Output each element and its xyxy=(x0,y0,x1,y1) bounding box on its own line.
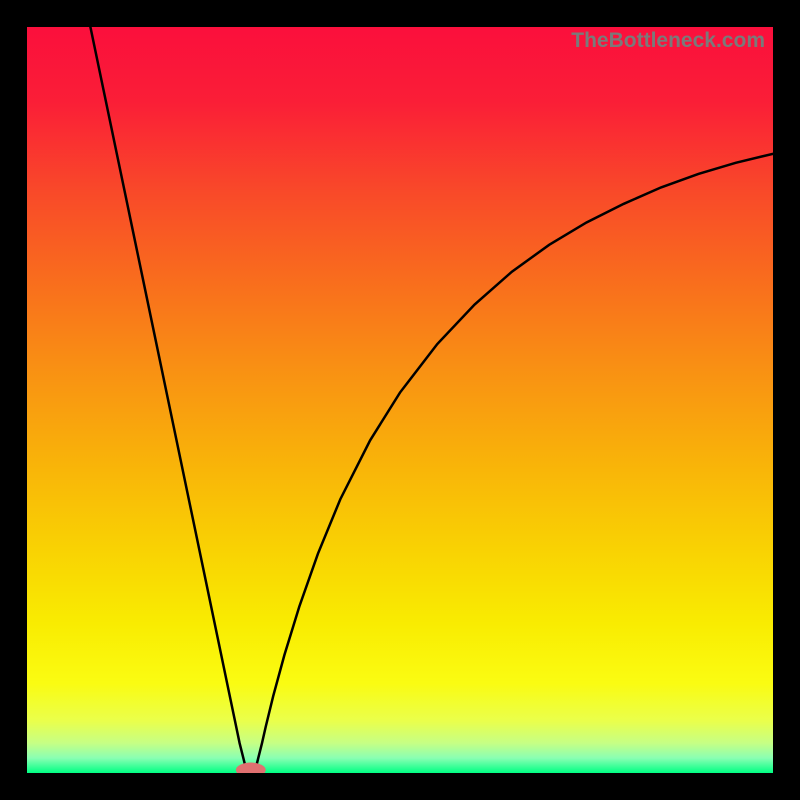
plot-area: TheBottleneck.com xyxy=(27,27,773,773)
gradient-background xyxy=(27,27,773,773)
chart-outer-frame: TheBottleneck.com xyxy=(0,0,800,800)
watermark-text: TheBottleneck.com xyxy=(571,29,765,53)
bottleneck-chart-svg xyxy=(27,27,773,773)
